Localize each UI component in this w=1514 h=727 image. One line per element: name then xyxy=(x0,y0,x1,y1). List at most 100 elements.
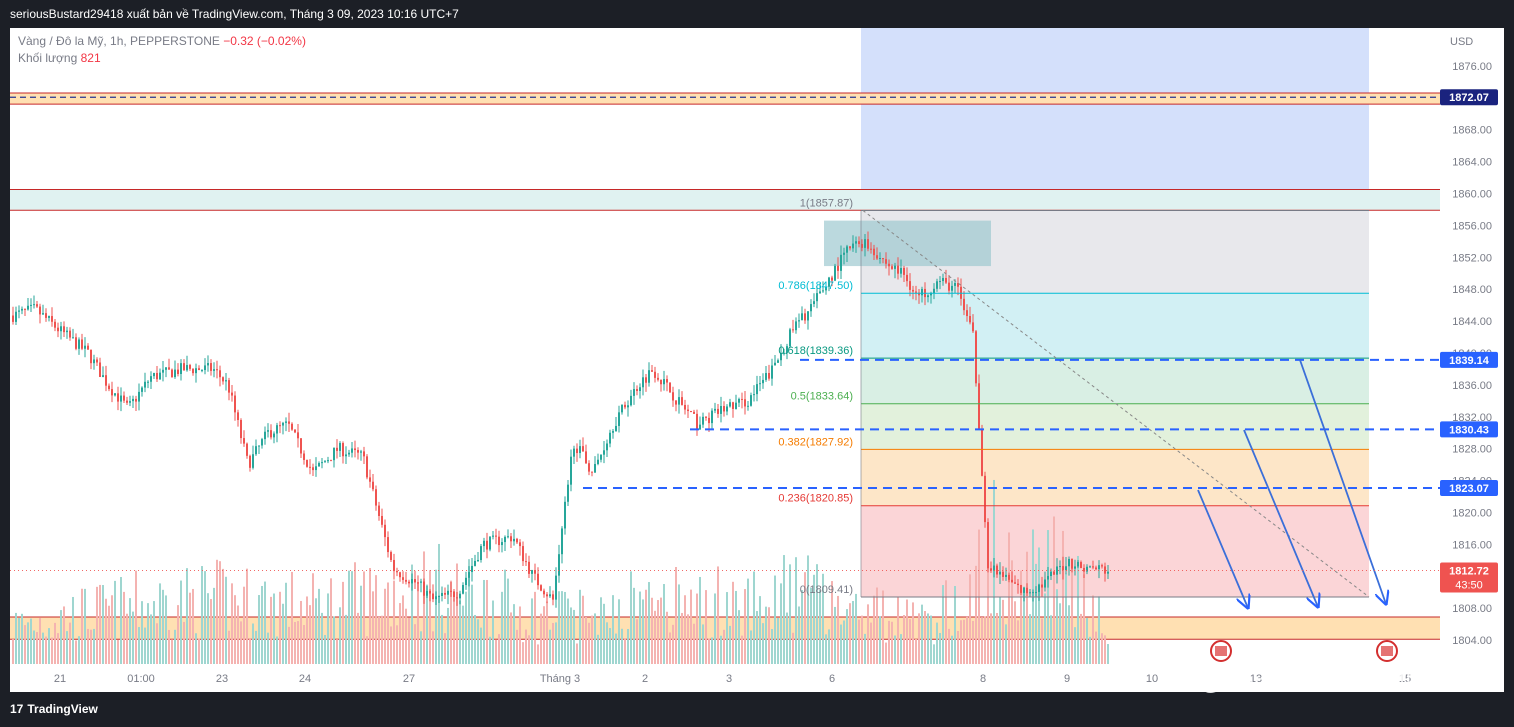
candle xyxy=(102,375,104,378)
volume-bar xyxy=(1011,560,1013,664)
candle xyxy=(996,565,998,575)
candle xyxy=(597,459,599,464)
candle xyxy=(483,540,485,547)
volume-bar xyxy=(372,591,374,664)
candle xyxy=(306,459,308,467)
volume-bar xyxy=(711,637,713,664)
volume-bar xyxy=(855,593,857,664)
volume-bar xyxy=(930,615,932,664)
volume-bar xyxy=(438,543,440,664)
candle xyxy=(72,337,74,339)
candle xyxy=(759,383,761,385)
candle xyxy=(276,425,278,434)
volume-bar xyxy=(381,615,383,664)
volume-bar xyxy=(210,599,212,664)
candle xyxy=(150,376,152,382)
volume-bar xyxy=(828,629,830,664)
volume-bar xyxy=(927,613,929,664)
candle xyxy=(621,404,623,413)
tradingview-logo[interactable]: 17 TradingView xyxy=(10,702,98,716)
candle xyxy=(792,329,794,331)
candle xyxy=(21,308,23,311)
volume-bar xyxy=(393,580,395,664)
volume-bar xyxy=(984,616,986,664)
candle xyxy=(363,451,365,457)
volume-bar xyxy=(402,595,404,664)
volume-bar xyxy=(234,595,236,664)
candle xyxy=(54,321,56,328)
trend-line xyxy=(862,210,1370,598)
projection-arrow xyxy=(1243,429,1318,607)
volume-bar xyxy=(441,614,443,664)
fib-level-label: 0.618(1839.36) xyxy=(778,345,853,357)
candle xyxy=(492,535,494,537)
volume-bar xyxy=(21,613,23,664)
candle xyxy=(297,432,299,439)
volume-bar xyxy=(24,625,26,664)
candle xyxy=(999,571,1001,575)
volume-bar xyxy=(651,597,653,664)
candle xyxy=(186,365,188,371)
candle xyxy=(384,524,386,538)
volume-bar xyxy=(867,604,869,664)
candle xyxy=(762,379,764,384)
candle xyxy=(846,246,848,253)
x-tick-label: 15 xyxy=(1399,673,1411,685)
candle xyxy=(741,398,743,400)
price-tag xyxy=(1440,480,1498,497)
candle xyxy=(171,369,173,378)
volume-bar xyxy=(105,598,107,664)
candle xyxy=(567,484,569,502)
candle xyxy=(165,367,167,370)
volume-bar xyxy=(645,589,647,664)
candle xyxy=(249,455,251,468)
volume-bar xyxy=(39,618,41,664)
volume-bar xyxy=(837,595,839,664)
volume-bar xyxy=(66,631,68,664)
volume-bar xyxy=(318,588,320,664)
volume-bar xyxy=(87,628,89,664)
candle xyxy=(156,372,158,380)
candle xyxy=(1065,566,1067,571)
volume-bar xyxy=(870,622,872,664)
y-axis-unit: USD xyxy=(1450,36,1473,48)
volume-bar xyxy=(300,600,302,664)
candle xyxy=(459,593,461,599)
candle xyxy=(1107,571,1109,574)
volume-bar xyxy=(852,601,854,664)
volume-bar xyxy=(357,612,359,664)
candle xyxy=(357,450,359,453)
candle xyxy=(495,535,497,537)
volume-bar xyxy=(198,638,200,664)
candle xyxy=(1032,592,1034,594)
price-tag-label: 1872.07 xyxy=(1449,92,1489,104)
fib-band xyxy=(861,293,1369,359)
volume-bar xyxy=(102,585,104,664)
volume-bar xyxy=(792,632,794,664)
candle xyxy=(918,292,920,296)
volume-bar xyxy=(966,616,968,664)
y-tick-label: 1856.00 xyxy=(1452,220,1492,232)
publisher-text: seriousBustard29418 xuất bản về TradingV… xyxy=(10,7,459,21)
volume-bar xyxy=(501,591,503,664)
volume-bar xyxy=(939,632,941,664)
candle xyxy=(489,536,491,550)
x-tick-label: 6 xyxy=(829,673,835,685)
volume-bar xyxy=(1035,563,1037,664)
candle xyxy=(990,568,992,571)
volume-bar xyxy=(1002,599,1004,664)
volume-bar xyxy=(549,629,551,664)
x-tick-label: 2 xyxy=(642,673,648,685)
candle xyxy=(1077,562,1079,567)
candle xyxy=(318,463,320,467)
candle xyxy=(993,565,995,571)
candle xyxy=(219,370,221,378)
candle xyxy=(339,443,341,451)
candle xyxy=(474,560,476,566)
volume-bar xyxy=(744,589,746,664)
candle xyxy=(282,422,284,426)
volume-bar xyxy=(540,613,542,664)
candle xyxy=(507,536,509,538)
candle xyxy=(126,400,128,403)
